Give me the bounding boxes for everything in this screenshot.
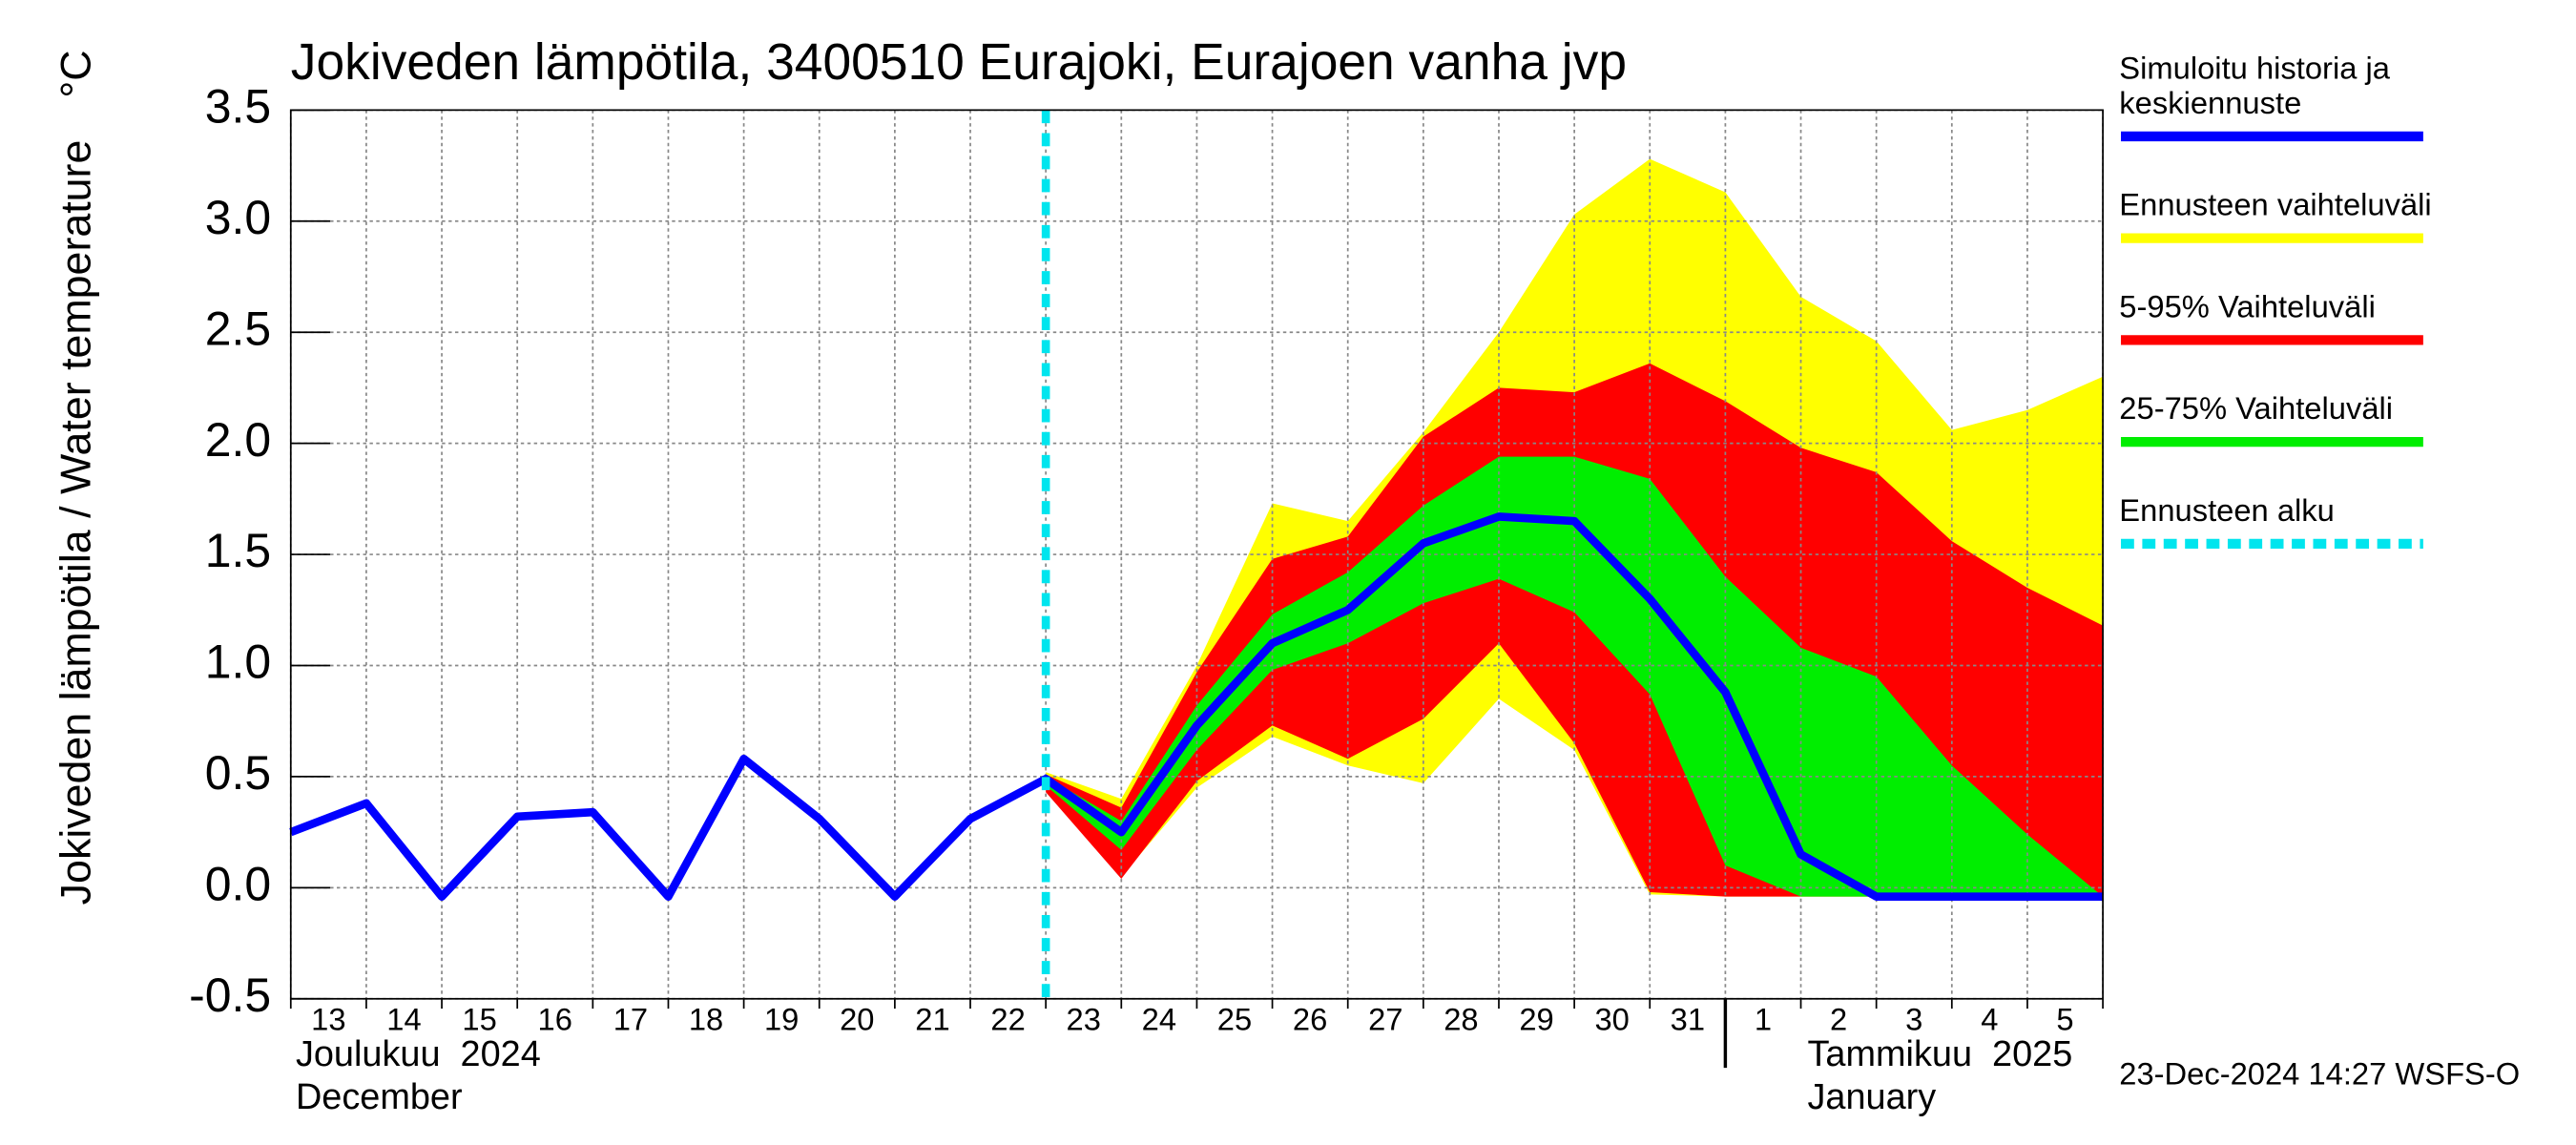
x-tick-label: 22: [990, 1002, 1025, 1037]
legend-label: Simuloitu historia ja keskiennuste: [2119, 52, 2390, 122]
x-tick-label: 29: [1519, 1002, 1553, 1037]
timestamp: 23-Dec-2024 14:27 WSFS-O: [2119, 1055, 2520, 1091]
x-tick-label: 21: [915, 1002, 949, 1037]
x-tick-label: 25: [1217, 1002, 1252, 1037]
x-tick-label: 14: [386, 1002, 421, 1037]
x-tick-label: 27: [1368, 1002, 1402, 1037]
month-label: Joulukuu 2024: [296, 1034, 541, 1074]
legend-entry: 5-95% Vaihteluväli: [2119, 290, 2376, 325]
x-tick-label: 26: [1293, 1002, 1327, 1037]
x-tick-label: 17: [613, 1002, 648, 1037]
chart-title: Jokiveden lämpötila, 3400510 Eurajoki, E…: [291, 34, 1627, 91]
legend-label: 5-95% Vaihteluväli: [2119, 290, 2376, 325]
x-tick-label: 15: [462, 1002, 496, 1037]
y-tick-label: 2.5: [205, 302, 271, 355]
x-tick-label: 20: [840, 1002, 874, 1037]
x-tick-label: 3: [1905, 1002, 1922, 1037]
legend-entry: Simuloitu historia ja keskiennuste: [2119, 52, 2390, 122]
month-label: January: [1807, 1077, 1936, 1117]
x-tick-label: 23: [1067, 1002, 1101, 1037]
x-tick-label: 30: [1594, 1002, 1629, 1037]
x-tick-label: 4: [1981, 1002, 1998, 1037]
x-tick-label: 2: [1830, 1002, 1847, 1037]
y-tick-label: 1.5: [205, 524, 271, 577]
legend-entry: Ennusteen vaihteluväli: [2119, 188, 2432, 224]
y-tick-label: 2.0: [205, 413, 271, 467]
median-line: [289, 512, 2104, 901]
x-tick-label: 13: [311, 1002, 345, 1037]
y-axis-unit: °C: [52, 50, 99, 97]
x-tick-label: 18: [689, 1002, 723, 1037]
month-label: December: [296, 1077, 463, 1117]
y-tick-label: 3.0: [205, 191, 271, 244]
legend-entry: 25-75% Vaihteluväli: [2119, 392, 2394, 427]
x-tick-label: 24: [1142, 1002, 1176, 1037]
x-tick-label: 1: [1755, 1002, 1772, 1037]
legend-label: Ennusteen alku: [2119, 494, 2335, 530]
x-tick-label: 28: [1444, 1002, 1478, 1037]
legend-label: Ennusteen vaihteluväli: [2119, 188, 2432, 224]
x-tick-label: 5: [2056, 1002, 2073, 1037]
y-tick-label: 0.0: [205, 858, 271, 911]
y-tick-label: -0.5: [189, 968, 271, 1022]
y-axis-label: Jokiveden lämpötila / Water temperature: [52, 140, 99, 906]
x-tick-label: 16: [538, 1002, 572, 1037]
legend-entry: Ennusteen alku: [2119, 494, 2335, 530]
y-tick-label: 1.0: [205, 635, 271, 689]
x-tick-label: 19: [764, 1002, 799, 1037]
y-tick-label: 3.5: [205, 80, 271, 134]
legend-label: 25-75% Vaihteluväli: [2119, 392, 2394, 427]
month-label: Tammikuu 2025: [1807, 1034, 2072, 1074]
x-tick-label: 31: [1671, 1002, 1705, 1037]
y-tick-label: 0.5: [205, 746, 271, 800]
band-area: [1046, 456, 2104, 897]
